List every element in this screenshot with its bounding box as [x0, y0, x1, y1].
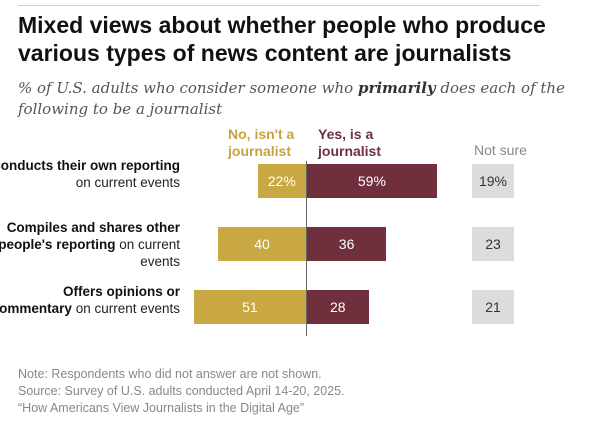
bar-not-sure: 23	[472, 227, 514, 261]
chart-title: Mixed views about whether people who pro…	[18, 12, 546, 66]
subtitle-emphasis: primarily	[357, 79, 436, 97]
row-label: Offers opinions or commentary on current…	[0, 283, 180, 317]
row-label-bold: Offers opinions or commentary	[0, 284, 180, 316]
bar-no: 40	[218, 227, 306, 261]
row-label-bold: Compiles and shares other people's repor…	[0, 220, 180, 252]
row-label-rest: on current events	[75, 175, 180, 190]
column-header-yes: Yes, is a journalist	[318, 126, 382, 159]
source-line: Source: Survey of U.S. adults conducted …	[18, 384, 345, 398]
bar-no: 22%	[257, 164, 306, 198]
row-label-rest: on current events	[115, 237, 180, 269]
chart-notes: Note: Respondents who did not answer are…	[18, 366, 578, 417]
row-label-rest: on current events	[71, 301, 180, 316]
bar-yes: 28	[307, 290, 369, 324]
subtitle-before: % of U.S. adults who consider someone wh…	[18, 79, 358, 97]
row-label-bold: Conducts their own reporting	[0, 158, 180, 173]
bar-no: 51	[193, 290, 306, 324]
top-rule	[18, 5, 540, 6]
row-label: Conducts their own reporting on current …	[0, 157, 180, 191]
report-title-line: “How Americans View Journalists in the D…	[18, 401, 305, 415]
row-label: Compiles and shares other people's repor…	[0, 219, 180, 270]
bar-yes: 36	[307, 227, 387, 261]
column-header-no: No, isn't a journalist	[228, 126, 295, 159]
column-header-not-sure: Not sure	[474, 142, 527, 158]
subtitle-after: does each of the following to be a journ…	[18, 79, 565, 118]
bar-not-sure: 19%	[472, 164, 514, 198]
note-line: Note: Respondents who did not answer are…	[18, 367, 322, 381]
bar-not-sure: 21	[472, 290, 514, 324]
chart-subtitle: % of U.S. adults who consider someone wh…	[18, 78, 578, 120]
zero-axis-line	[306, 161, 307, 336]
bar-yes: 59%	[307, 164, 437, 198]
